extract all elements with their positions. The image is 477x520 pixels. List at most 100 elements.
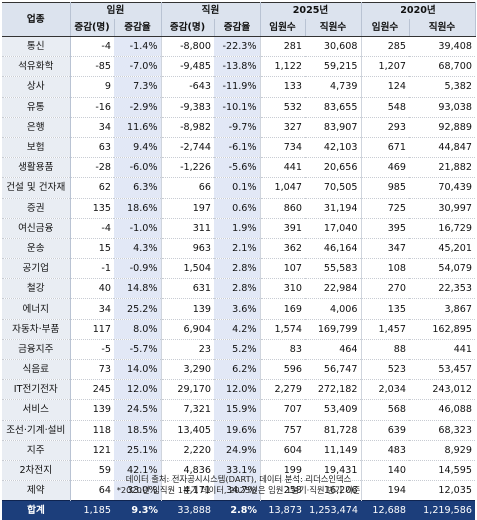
exec-change: -85 <box>70 56 114 78</box>
staff-count-2025: 55,583 <box>305 258 362 280</box>
staff-count-2025: 22,984 <box>305 278 362 300</box>
exec-count-2020: 469 <box>361 157 409 179</box>
staff-rate: 33.1% <box>214 460 261 482</box>
exec-rate: 14.8% <box>114 278 162 300</box>
exec-count-2025: 310 <box>260 278 305 300</box>
staff-rate: -22.3% <box>214 36 261 58</box>
exec-change: 34 <box>70 298 114 320</box>
exec-change: -1 <box>70 258 114 280</box>
exec-count-2020: 548 <box>361 97 409 118</box>
staff-count-2020: 93,038 <box>409 97 475 118</box>
staff-count-2025: 46,164 <box>305 238 362 260</box>
staff-rate: -9.7% <box>214 117 261 138</box>
exec-change: 245 <box>70 379 114 401</box>
industry-name: 에너지 <box>2 298 71 320</box>
staff-rate: 2.1% <box>214 238 261 260</box>
period-note: *2020년 임직원 1분기 데이터, 2025년은 임원 1분기·직원 반기 … <box>116 485 361 495</box>
exec-count-2020: 568 <box>361 399 409 421</box>
exec-count-2020: 671 <box>361 137 409 159</box>
total-2020-staff: 1,219,586 <box>409 500 475 520</box>
exec-count-2025: 107 <box>260 258 305 280</box>
staff-change: 2,220 <box>161 440 214 461</box>
footnotes: 데이터 출처: 전자공시시스템(DART), 데이터 분석: 리더스인덱스 *2… <box>0 474 477 496</box>
table-row: 서비스 139 24.5% 7,321 15.9% 707 53,409 568 46,088 <box>2 399 475 421</box>
staff-rate: 4.2% <box>214 319 261 340</box>
staff-count-2025: 11,149 <box>305 440 362 461</box>
staff-count-2025: 272,182 <box>305 379 362 401</box>
industry-name: 서비스 <box>2 399 71 421</box>
exec-count-2025: 860 <box>260 198 305 219</box>
staff-rate: 19.6% <box>214 420 261 441</box>
staff-change: 13,405 <box>161 420 214 441</box>
staff-change: 963 <box>161 238 214 260</box>
industry-name: 생활용품 <box>2 157 71 179</box>
industry-name: 유통 <box>2 97 71 118</box>
staff-count-2020: 68,323 <box>409 420 475 441</box>
table-row: 석유화학 -85 -7.0% -9,485 -13.8% 1,122 59,215 1,207… <box>2 56 475 78</box>
staff-rate: 2.8% <box>214 258 261 280</box>
exec-rate: 18.6% <box>114 198 162 219</box>
exec-change: 73 <box>70 359 114 381</box>
staff-count-2020: 70,439 <box>409 177 475 199</box>
industry-name: 상사 <box>2 76 71 98</box>
exec-count-2020: 2,034 <box>361 379 409 401</box>
exec-count-2020: 1,457 <box>361 319 409 340</box>
exec-count-2020: 985 <box>361 177 409 199</box>
header-2025: 2025년 <box>260 2 362 19</box>
table-row: 생활용품 -28 -6.0% -1,226 -5.6% 441 20,656 469 21,88… <box>2 157 475 179</box>
staff-count-2025: 20,656 <box>305 157 362 179</box>
exec-rate: 42.1% <box>114 460 162 482</box>
industry-name: 건설 및 건자재 <box>2 177 71 199</box>
exec-rate: 24.5% <box>114 399 162 421</box>
staff-count-2025: 169,799 <box>305 319 362 340</box>
staff-change: -1,226 <box>161 157 214 179</box>
staff-change: 4,836 <box>161 460 214 482</box>
exec-count-2025: 707 <box>260 399 305 421</box>
source-note: 데이터 출처: 전자공시시스템(DART), 데이터 분석: 리더스인덱스 <box>125 474 352 484</box>
exec-count-2025: 1,122 <box>260 56 305 78</box>
total-row: 합계 1,185 9.3% 33,888 2.8% 13,873 1,253,4… <box>2 500 475 520</box>
staff-count-2020: 14,595 <box>409 460 475 482</box>
staff-count-2025: 4,006 <box>305 298 362 320</box>
exec-count-2025: 199 <box>260 460 305 482</box>
header-staff: 직원 <box>161 2 261 19</box>
staff-rate: 24.9% <box>214 440 261 461</box>
industry-name: 공기업 <box>2 258 71 280</box>
exec-count-2025: 169 <box>260 298 305 320</box>
staff-count-2020: 46,088 <box>409 399 475 421</box>
staff-rate: -10.1% <box>214 97 261 118</box>
industry-name: IT전기전자 <box>2 379 71 401</box>
exec-count-2025: 281 <box>260 36 305 58</box>
table-row: 제약 64 33.0% 4,171 34.7% 258 16,206 194 12,035 <box>2 480 475 502</box>
exec-rate: -7.0% <box>114 56 162 78</box>
total-2020-exec: 12,688 <box>361 500 409 520</box>
staff-change: -643 <box>161 76 214 98</box>
header-executives: 임원 <box>70 2 162 19</box>
exec-count-2020: 523 <box>361 359 409 381</box>
header-2020-exec-count: 임원수 <box>361 19 410 37</box>
exec-change: 135 <box>70 198 114 219</box>
exec-count-2025: 362 <box>260 238 305 260</box>
table-row: IT전기전자 245 12.0% 29,170 12.0% 2,279 272,182 2,0… <box>2 379 475 401</box>
staff-count-2020: 21,882 <box>409 157 475 179</box>
staff-change: 197 <box>161 198 214 219</box>
staff-count-2025: 31,194 <box>305 198 362 219</box>
staff-change: 139 <box>161 298 214 320</box>
total-2025-exec: 13,873 <box>260 500 305 520</box>
staff-count-2025: 53,409 <box>305 399 362 421</box>
exec-count-2020: 1,207 <box>361 56 409 78</box>
staff-change: -9,383 <box>161 97 214 118</box>
exec-count-2020: 135 <box>361 298 409 320</box>
table-row: 철강 40 14.8% 631 2.8% 310 22,984 270 22,353 <box>2 278 475 300</box>
staff-count-2025: 59,215 <box>305 56 362 78</box>
table-row: 금융지주 -5 -5.7% 23 5.2% 83 464 88 441 <box>2 339 475 361</box>
exec-count-2020: 483 <box>361 440 409 461</box>
exec-change: 15 <box>70 238 114 260</box>
exec-change: 63 <box>70 137 114 159</box>
exec-rate: 14.0% <box>114 359 162 381</box>
staff-rate: -13.8% <box>214 56 261 78</box>
industry-name: 조선·기계·설비 <box>2 420 71 441</box>
exec-rate: -5.7% <box>114 339 162 361</box>
staff-count-2020: 441 <box>409 339 475 361</box>
table-row: 지주 121 25.1% 2,220 24.9% 604 11,149 483 8,929 <box>2 440 475 461</box>
